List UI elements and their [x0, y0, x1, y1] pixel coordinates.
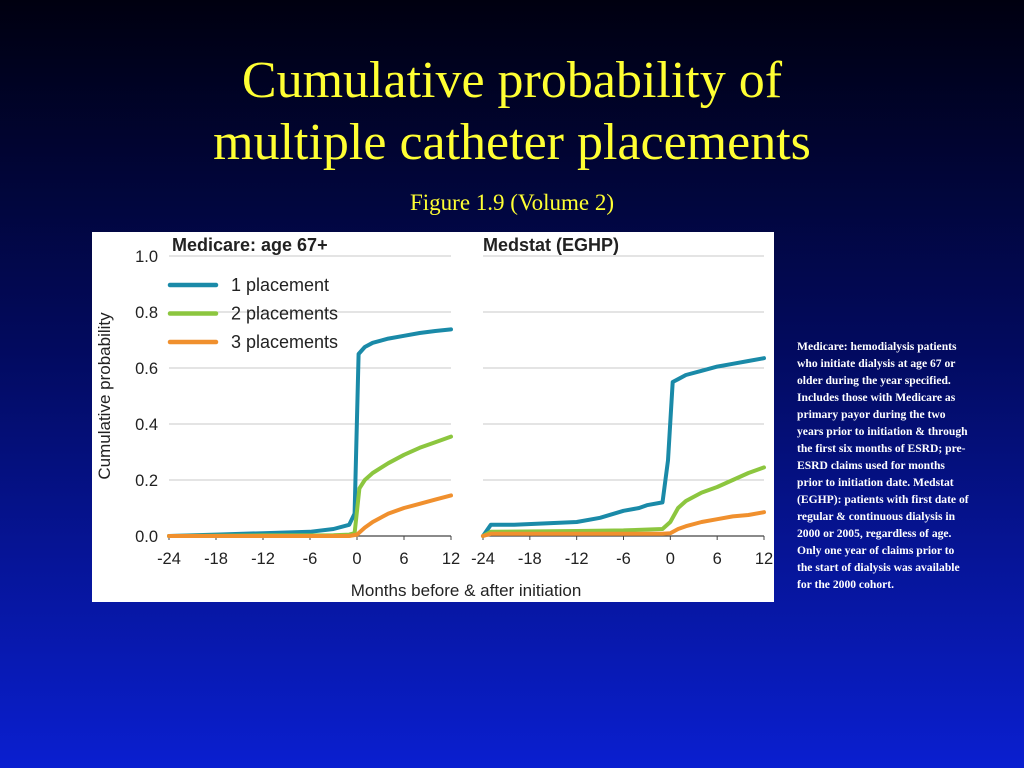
x-tick-label: -24 — [157, 550, 181, 568]
y-tick-label: 0.6 — [135, 360, 158, 378]
x-tick-label: 6 — [399, 550, 408, 568]
slide-subtitle: Figure 1.9 (Volume 2) — [409, 190, 614, 215]
series-line — [167, 434, 453, 538]
panel-title: Medstat (EGHP) — [483, 235, 619, 255]
x-tick-label: -24 — [471, 550, 495, 568]
x-tick-label: -18 — [518, 550, 542, 568]
x-tick-label: -18 — [204, 550, 228, 568]
series-line — [481, 510, 766, 538]
x-tick-label: 12 — [755, 550, 773, 568]
series-line — [167, 327, 453, 538]
x-tick-label: 6 — [713, 550, 722, 568]
series-line — [481, 465, 766, 538]
y-tick-label: 1.0 — [135, 248, 158, 266]
panel-title: Medicare: age 67+ — [172, 235, 328, 255]
slide-title-line1: Cumulative probability of — [241, 52, 783, 109]
legend-label: 3 placements — [231, 332, 338, 352]
chart-svg: -24 -18 -12 -6 0 6 12 Medicare: age 67+ -24 -18 -1… — [95, 235, 773, 600]
series-line — [481, 356, 766, 538]
y-axis-label: Cumulative probability — [95, 312, 114, 480]
y-tick-label: 0.0 — [135, 528, 158, 546]
x-tick-label: 12 — [442, 550, 460, 568]
y-tick-label: 0.4 — [135, 416, 158, 434]
legend-label: 2 placements — [231, 304, 338, 324]
x-tick-label: -12 — [251, 550, 275, 568]
x-axis-label: Months before & after initiation — [351, 581, 582, 600]
slide-title-line2: multiple catheter placements — [213, 114, 811, 171]
x-tick-label: -6 — [303, 550, 318, 568]
x-tick-label: 0 — [352, 550, 361, 568]
slide-title: Cumulative probability of multiple cathe… — [0, 50, 1024, 174]
slide-note: Medicare: hemodialysis patients who init… — [797, 340, 969, 591]
chart-panel: -24 -18 -12 -6 0 6 12 Medicare: age 67+ -24 -18 -1… — [92, 232, 774, 602]
series-line — [167, 493, 453, 538]
legend-label: 1 placement — [231, 275, 329, 295]
y-tick-label: 0.2 — [135, 472, 158, 490]
x-tick-label: -12 — [565, 550, 589, 568]
y-tick-label: 0.8 — [135, 304, 158, 322]
x-tick-label: 0 — [666, 550, 675, 568]
x-tick-label: -6 — [616, 550, 631, 568]
